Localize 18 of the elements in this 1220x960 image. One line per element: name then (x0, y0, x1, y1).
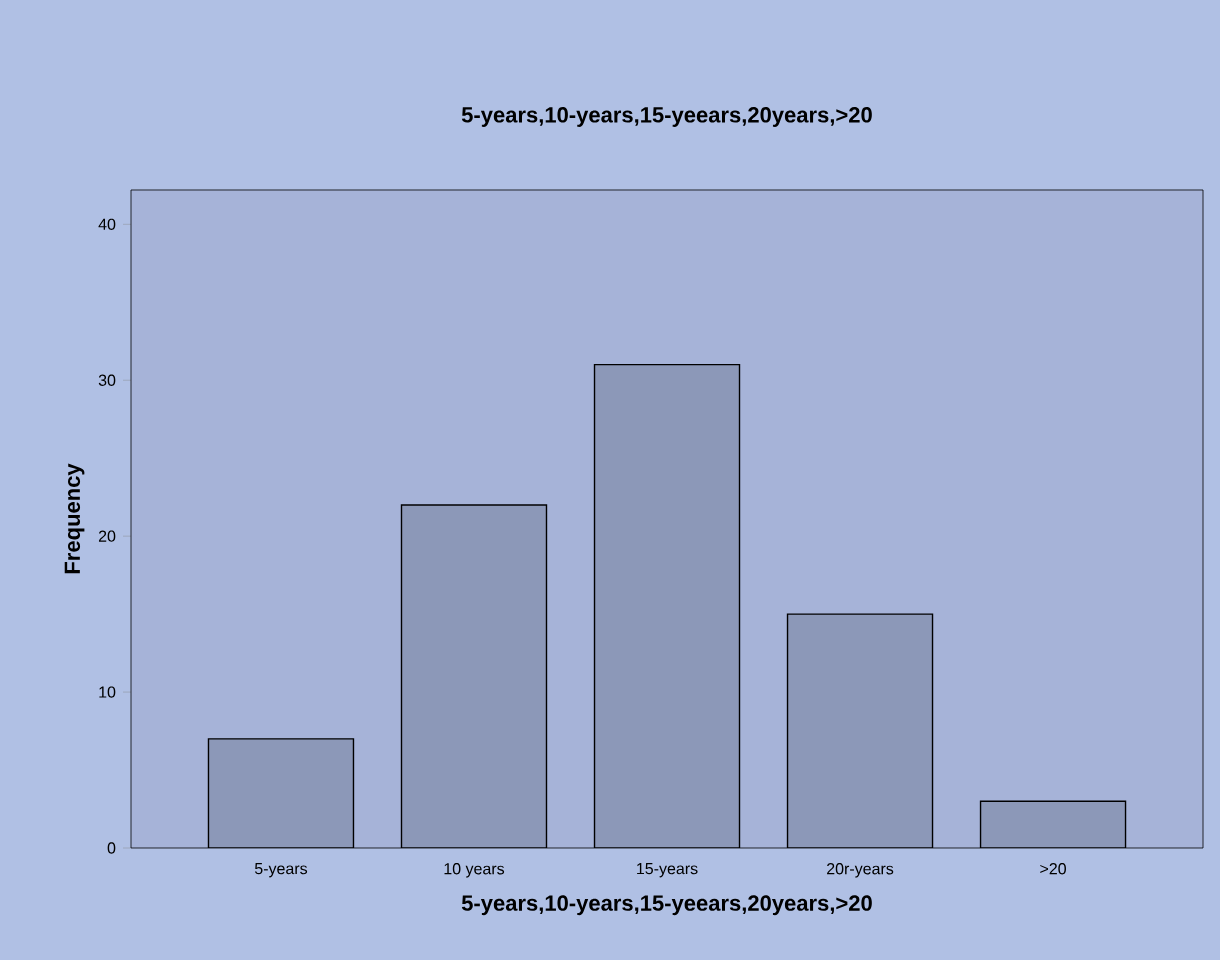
x-tick-label: 15-years (637, 863, 698, 878)
bar (979, 800, 1127, 848)
x-tick-label: 5-years (254, 863, 308, 878)
x-tick-label: >20 (1040, 863, 1066, 875)
bar (786, 613, 934, 848)
y-tick-label: 10 (99, 686, 116, 698)
y-tick-label: 30 (98, 374, 116, 386)
bar (593, 363, 741, 848)
bar (207, 738, 355, 848)
y-tick-label: 20 (98, 530, 116, 542)
y-axis-title: Frequency (64, 463, 85, 574)
y-tick-label: 40 (98, 218, 116, 230)
x-tick-label: 10 years (444, 863, 505, 878)
y-tick-label: 0 (107, 842, 116, 854)
chart-title: 5-years,10-years,15-yeears,20years,>20 (461, 107, 872, 127)
x-axis-title: 5-years,10-years,15-yeears,20years,>20 (461, 895, 872, 916)
x-tick-label: 20r-years (827, 863, 894, 878)
bar (401, 504, 547, 848)
